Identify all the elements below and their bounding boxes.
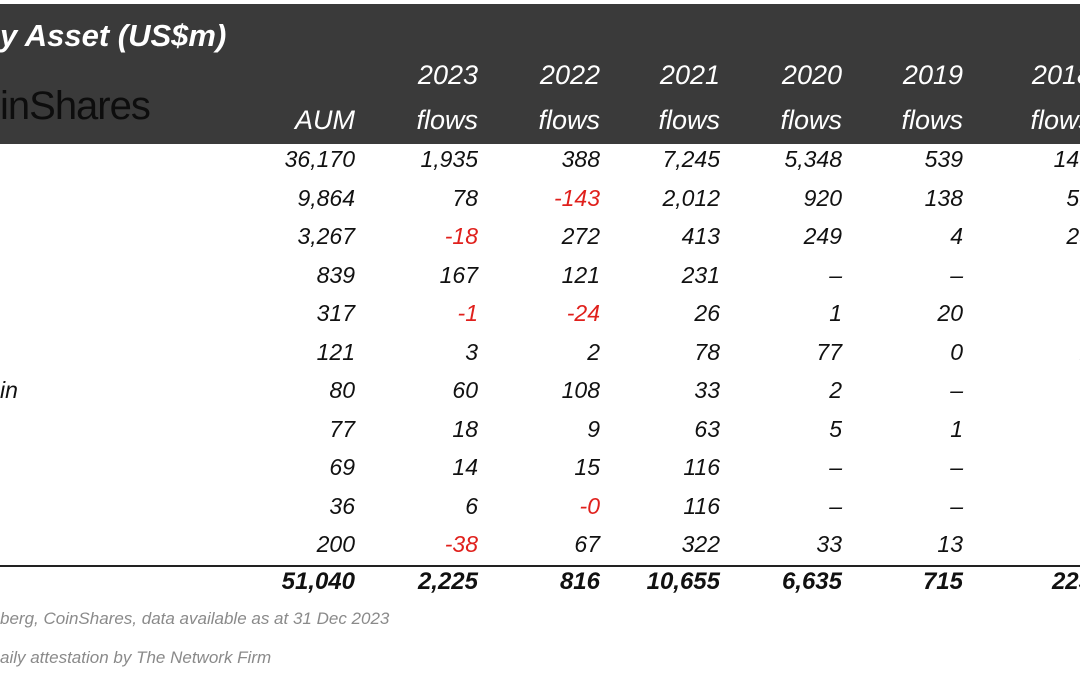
column-header-label: flows bbox=[780, 105, 842, 135]
table-cell: 4 bbox=[950, 223, 963, 249]
table-cell: 108 bbox=[561, 377, 600, 403]
table-cell: – bbox=[950, 261, 963, 288]
table-cell: 121 bbox=[561, 261, 600, 288]
table-cell: 413 bbox=[681, 223, 720, 249]
table-title: y Asset (US$m) bbox=[0, 18, 227, 53]
table-cell: 13 bbox=[937, 531, 963, 557]
table-cell: 138 bbox=[924, 184, 963, 211]
total-rule bbox=[0, 565, 1080, 567]
table-cell: 249 bbox=[803, 223, 842, 249]
row-label: in bbox=[0, 377, 18, 403]
column-header-year: 2020 bbox=[781, 60, 842, 90]
table-cell: 33 bbox=[816, 531, 842, 557]
table-cell: 0 bbox=[950, 338, 963, 365]
table-cell: 18 bbox=[452, 415, 478, 442]
column-header-label: flows bbox=[416, 105, 478, 135]
table-cell: – bbox=[829, 261, 842, 288]
table-cell: 146 bbox=[1053, 146, 1080, 172]
table-cell: 9 bbox=[587, 415, 600, 442]
table-cell: 25 bbox=[1066, 223, 1080, 249]
table-cell: 78 bbox=[452, 184, 478, 211]
column-header-year: 2021 bbox=[659, 60, 720, 90]
table-cell: 388 bbox=[561, 146, 600, 172]
table-cell: 1 bbox=[829, 300, 842, 326]
table-cell: 2 bbox=[587, 338, 600, 365]
table-cell: 322 bbox=[681, 531, 720, 557]
column-header-label: flows bbox=[1030, 105, 1080, 135]
total-cell: 223 bbox=[1051, 568, 1080, 595]
table-cell: 920 bbox=[803, 184, 842, 211]
table-cell: 33 bbox=[694, 377, 720, 403]
table-cell: 839 bbox=[316, 261, 355, 288]
table-cell: 51 bbox=[1066, 184, 1080, 211]
total-cell: 51,040 bbox=[281, 568, 355, 595]
column-header-year: 2023 bbox=[417, 60, 478, 90]
table-cell: – bbox=[950, 454, 963, 480]
table-cell: -143 bbox=[553, 184, 600, 211]
table-header: y Asset (US$m) inShares AUM 2023 flows 2022… bbox=[0, 4, 1080, 144]
table-cell: 36,170 bbox=[284, 146, 355, 172]
column-header-label: flows bbox=[538, 105, 600, 135]
total-cell: 6,635 bbox=[781, 568, 842, 595]
table-cell: 200 bbox=[316, 531, 355, 557]
total-cell: 715 bbox=[922, 568, 963, 595]
table-cell: 69 bbox=[329, 454, 355, 480]
table-cell: 77 bbox=[329, 415, 355, 442]
table-cell: 5,348 bbox=[784, 146, 842, 172]
table-cell: 9,864 bbox=[297, 184, 355, 211]
table-cell: -24 bbox=[566, 300, 600, 326]
table-cell: – bbox=[950, 492, 963, 519]
total-cell: 816 bbox=[559, 568, 600, 595]
table-cell: 116 bbox=[683, 454, 720, 480]
table-cell: -38 bbox=[444, 531, 478, 557]
table-cell: -1 bbox=[457, 300, 478, 326]
table-cell: 78 bbox=[694, 338, 720, 365]
table-cell: 77 bbox=[816, 338, 842, 365]
total-cell: 10,655 bbox=[646, 568, 720, 595]
table-cell: 116 bbox=[683, 492, 720, 519]
table-cell: 60 bbox=[452, 377, 478, 403]
table-cell: 272 bbox=[561, 223, 600, 249]
column-header-label: flows bbox=[901, 105, 963, 135]
table-cell: -0 bbox=[579, 492, 600, 519]
table-cell: 1 bbox=[950, 415, 963, 442]
total-cell: 2,225 bbox=[417, 568, 478, 595]
column-header-label: flows bbox=[658, 105, 720, 135]
table-cell: – bbox=[829, 492, 842, 519]
table-cell: 20 bbox=[937, 300, 963, 326]
table-cell: 80 bbox=[329, 377, 355, 403]
table-cell: 36 bbox=[329, 492, 355, 519]
table-cell: 539 bbox=[924, 146, 963, 172]
table-cell: 6 bbox=[465, 492, 478, 519]
table-cell: 3,267 bbox=[297, 223, 355, 249]
table-cell: 2 bbox=[829, 377, 842, 403]
table-cell: 231 bbox=[681, 261, 720, 288]
table-cell: 317 bbox=[316, 300, 355, 326]
coinshares-logo: inShares bbox=[0, 84, 151, 128]
table-cell: 7,245 bbox=[662, 146, 720, 172]
attestation-footnote: aily attestation by The Network Firm bbox=[0, 648, 272, 667]
table-cell: 15 bbox=[574, 454, 600, 480]
column-header-year: 2019 bbox=[902, 60, 963, 90]
table-cell: – bbox=[950, 377, 963, 403]
table-cell: -18 bbox=[444, 223, 478, 249]
column-header-label: AUM bbox=[295, 105, 355, 135]
table-cell: 2,012 bbox=[662, 184, 720, 211]
table-cell: 67 bbox=[574, 531, 600, 557]
column-header-year: 2018 bbox=[1031, 60, 1080, 90]
table-cell: 167 bbox=[439, 261, 478, 288]
column-header-year: 2022 bbox=[539, 60, 600, 90]
table-cell: 121 bbox=[316, 338, 355, 365]
source-footnote: berg, CoinShares, data available as at 3… bbox=[0, 609, 390, 628]
table-cell: – bbox=[829, 454, 842, 480]
table-cell: 26 bbox=[694, 300, 720, 326]
table-cell: 14 bbox=[452, 454, 478, 480]
table-cell: 1,935 bbox=[420, 146, 478, 172]
table-cell: 5 bbox=[829, 415, 842, 442]
table-cell: 3 bbox=[465, 338, 478, 365]
table-cell: 63 bbox=[694, 415, 720, 442]
